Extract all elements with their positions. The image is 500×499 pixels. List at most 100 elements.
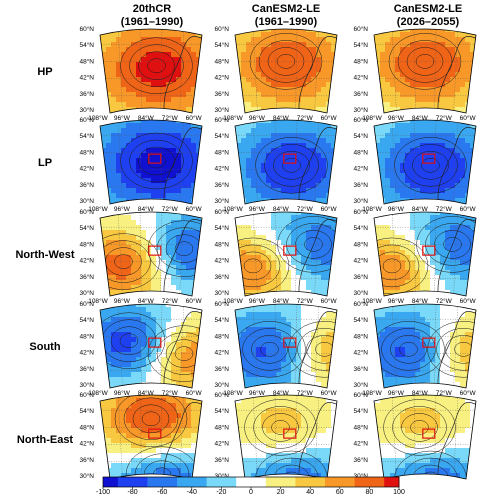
lon-label: 72°W — [297, 205, 314, 213]
lat-label: 60°N — [79, 391, 94, 399]
lat-label: 30°N — [353, 472, 368, 480]
column-title-2: CanESM2-LE (1961–1990) — [216, 3, 356, 29]
study-region-box — [148, 153, 162, 164]
lat-label: 48°N — [353, 148, 368, 156]
colorbar-segment — [184, 477, 193, 487]
colorbar-segment — [191, 477, 200, 487]
lon-label: 84°W — [138, 205, 155, 213]
lat-label: 42°N — [79, 165, 94, 173]
lon-label: 72°W — [436, 389, 453, 397]
study-region-box — [283, 428, 297, 439]
colorbar-segment — [214, 477, 222, 487]
lon-label: 84°W — [138, 114, 155, 122]
colorbar-tick-label: 100 — [393, 489, 405, 496]
study-region-box — [148, 245, 162, 256]
lat-label: 60°N — [353, 391, 368, 399]
lon-label: 96°W — [114, 389, 131, 397]
lon-label: 108°W — [88, 114, 108, 122]
lat-label: 36°N — [79, 456, 94, 464]
lat-label: 42°N — [353, 74, 368, 82]
lon-label: 96°W — [249, 205, 266, 213]
lat-label: 54°N — [353, 41, 368, 49]
lon-label: 108°W — [223, 297, 243, 305]
lat-label: 60°N — [214, 391, 229, 399]
lat-label: 36°N — [214, 456, 229, 464]
lon-label: 60°W — [460, 205, 477, 213]
lon-label: 108°W — [223, 114, 243, 122]
lat-label: 60°N — [214, 208, 229, 216]
lat-label: 36°N — [79, 90, 94, 98]
lon-label: 72°W — [162, 389, 179, 397]
lon-label: 60°W — [186, 205, 203, 213]
row-label-south: South — [29, 341, 61, 353]
lat-label: 48°N — [353, 332, 368, 340]
lat-label: 54°N — [79, 132, 94, 140]
lon-label: 96°W — [114, 114, 131, 122]
lon-label: 72°W — [162, 297, 179, 305]
lat-label: 42°N — [79, 440, 94, 448]
lon-label: 84°W — [138, 389, 155, 397]
lat-label: 36°N — [79, 273, 94, 281]
colorbar-tick-label: 40 — [306, 489, 315, 496]
lon-label: 96°W — [249, 114, 266, 122]
colorbar-segment — [391, 477, 400, 487]
lon-label: 108°W — [88, 205, 108, 213]
lon-label: 60°W — [460, 114, 477, 122]
lat-label: 54°N — [79, 407, 94, 415]
lat-label: 30°N — [353, 197, 368, 205]
colorbar-tick-label: -60 — [157, 489, 168, 496]
lat-label: 60°N — [353, 116, 368, 124]
study-region-box — [283, 153, 297, 164]
lon-label: 108°W — [362, 297, 382, 305]
lat-label: 54°N — [214, 316, 229, 324]
study-region-box — [283, 337, 297, 348]
colorbar-segment — [251, 477, 259, 487]
lat-label: 30°N — [79, 197, 94, 205]
lon-label: 84°W — [412, 297, 429, 305]
colorbar-segment — [162, 477, 170, 487]
lat-label: 48°N — [353, 57, 368, 65]
lon-label: 96°W — [388, 114, 405, 122]
lon-label: 108°W — [362, 114, 382, 122]
lon-label: 72°W — [436, 205, 453, 213]
lon-label: 60°W — [460, 297, 477, 305]
lon-label: 96°W — [249, 389, 266, 397]
colorbar-segment — [273, 477, 281, 487]
row-label-lp: LP — [37, 157, 53, 169]
lat-label: 48°N — [79, 148, 94, 156]
lat-label: 42°N — [214, 165, 229, 173]
lat-label: 48°N — [214, 332, 229, 340]
lat-label: 42°N — [353, 349, 368, 357]
colorbar-segment — [228, 477, 237, 487]
lat-label: 30°N — [353, 106, 368, 114]
lon-label: 96°W — [388, 297, 405, 305]
lat-label: 36°N — [214, 90, 229, 98]
lon-label: 72°W — [297, 297, 314, 305]
row-label-north-east: North-East — [16, 434, 74, 446]
lat-label: 30°N — [79, 106, 94, 114]
colorbar-segment — [310, 477, 318, 487]
lat-label: 36°N — [353, 90, 368, 98]
colorbar-segment — [317, 477, 326, 487]
column-title-1-name: 20thCR — [132, 3, 172, 15]
lon-label: 72°W — [162, 205, 179, 213]
colorbar-segment — [280, 477, 289, 487]
study-region-box — [422, 337, 436, 348]
lat-label: 60°N — [353, 208, 368, 216]
lat-label: 60°N — [79, 116, 94, 124]
lat-label: 48°N — [79, 240, 94, 248]
column-title-3: CanESM2-LE (2026–2055) — [358, 3, 498, 29]
study-region-box — [148, 428, 162, 439]
lat-label: 54°N — [214, 132, 229, 140]
colorbar-segment — [140, 477, 148, 487]
lat-label: 54°N — [79, 41, 94, 49]
lon-label: 60°W — [321, 297, 338, 305]
colorbar-segment — [384, 477, 392, 487]
lat-label: 42°N — [79, 349, 94, 357]
colorbar-tick-label: 0 — [249, 489, 253, 496]
lat-label: 60°N — [214, 300, 229, 308]
